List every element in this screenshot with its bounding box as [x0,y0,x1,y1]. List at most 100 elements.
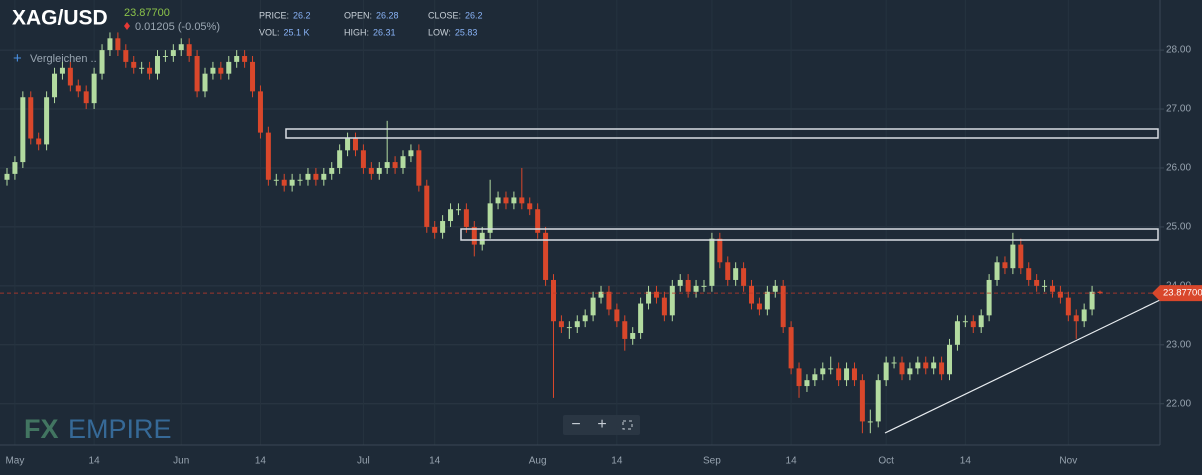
candle-body [392,162,398,168]
candle-body [511,197,517,204]
x-tick-label: Jul [357,456,370,467]
x-tick-label: Sep [703,456,721,467]
grid: 22.0023.0024.0025.0026.0027.0028.00May14… [0,44,1192,467]
candle-body [653,291,659,298]
candle-body [756,303,762,310]
candle-body [257,91,263,133]
stat-label: HIGH: [344,27,369,37]
candle-body [360,150,366,168]
candle-body [677,279,683,286]
candle-body [20,97,26,163]
stat-value: 26.2 [293,10,311,20]
candle-body [376,167,382,174]
zoom-reset[interactable] [622,420,633,430]
candle-body [693,285,699,292]
y-tick-label: 23.00 [1166,339,1191,350]
candle-body [978,315,984,328]
candle-body [804,380,810,387]
candle-body [273,179,279,181]
candle-body [384,162,390,168]
candle-body [329,167,335,174]
candle-body [345,138,351,151]
candle-body [994,262,1000,280]
candle-body [828,368,834,370]
candles [4,32,1103,434]
candle-body [154,55,160,74]
zoom-in[interactable]: + [597,416,606,433]
stat-value: 26.28 [376,10,399,20]
y-tick-label: 26.00 [1166,163,1191,174]
last-price-label: 23.87700 [1163,288,1202,299]
candle-body [99,50,105,74]
compare[interactable]: Vergleichen .. [30,53,97,65]
candle-body [432,226,438,233]
candle-body [170,50,176,56]
candle-body [59,67,65,74]
candle-body [780,285,786,328]
candle-body [242,55,248,62]
candle-body [733,268,739,280]
candle-body [788,327,794,369]
candle-body [186,44,192,56]
candle-body [820,368,826,375]
candle-body [1010,244,1016,269]
y-tick-label: 28.00 [1166,45,1191,56]
candle-body [83,91,89,104]
candle-body [614,309,620,322]
candle-body [1081,309,1087,322]
candle-body [622,321,628,339]
trendline [884,299,1161,434]
candle-body [503,197,509,204]
candle-body [408,150,414,157]
logo-empire: EMPIRE [68,414,172,444]
stats: PRICE: 26.2 OPEN: 26.28 CLOSE: 26.2 VOL: 25.1 K… [259,10,483,37]
candle-body [772,285,778,292]
candle-body [859,380,865,422]
zoom-controls [563,415,640,435]
candle-body [717,238,723,263]
candle-body [162,55,168,57]
candle-body [36,138,42,145]
candle-body [178,44,184,51]
candle-body [1042,285,1048,287]
compare-icon[interactable]: + [13,50,22,67]
candle-body [749,285,755,304]
x-tick-label: May [5,456,24,467]
candle-body [891,362,897,364]
candle-body [1065,297,1071,316]
candle-body [931,362,937,369]
candle-body [915,362,921,369]
candle-body [764,291,770,310]
candle-body [202,73,208,92]
x-tick-label: Oct [878,456,894,467]
candle-body [194,55,200,92]
x-tick-label: 14 [960,456,972,467]
candle-body [1049,285,1055,292]
candle-body [1057,291,1063,298]
candle-body [218,67,224,74]
y-tick-label: 27.00 [1166,104,1191,115]
candle-body [558,321,564,328]
candle-body [883,362,889,381]
candle-body [52,73,58,98]
candle-body [685,279,691,292]
candle-body [297,179,303,181]
candle-body [44,97,50,145]
candle-body [1002,262,1008,269]
candle-body [337,150,343,168]
x-tick-label: Aug [529,456,547,467]
candle-body [139,67,145,69]
candle-body [851,368,857,381]
zoom-out[interactable]: − [571,416,580,433]
stat-value: 25.83 [455,27,478,37]
candle-body [582,315,588,322]
candle-body [1089,291,1095,310]
stat-label: OPEN: [344,10,372,20]
candle-body [305,173,311,180]
candle-body [899,362,905,375]
candle-body [123,50,129,62]
candle-body [4,173,10,180]
candle-body [75,85,81,92]
